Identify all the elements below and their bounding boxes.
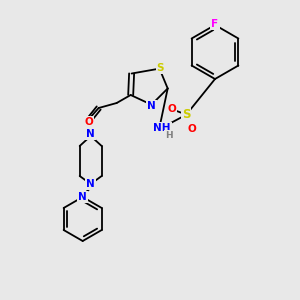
Text: H: H (165, 130, 173, 140)
Text: S: S (157, 63, 164, 73)
Text: O: O (188, 124, 196, 134)
Text: N: N (86, 179, 95, 189)
Text: S: S (182, 109, 190, 122)
Text: F: F (212, 19, 219, 29)
Text: N: N (147, 101, 156, 111)
Text: NH: NH (153, 123, 171, 133)
Text: N: N (78, 192, 87, 202)
Text: N: N (86, 129, 95, 139)
Text: O: O (84, 117, 93, 127)
Text: O: O (168, 104, 176, 114)
